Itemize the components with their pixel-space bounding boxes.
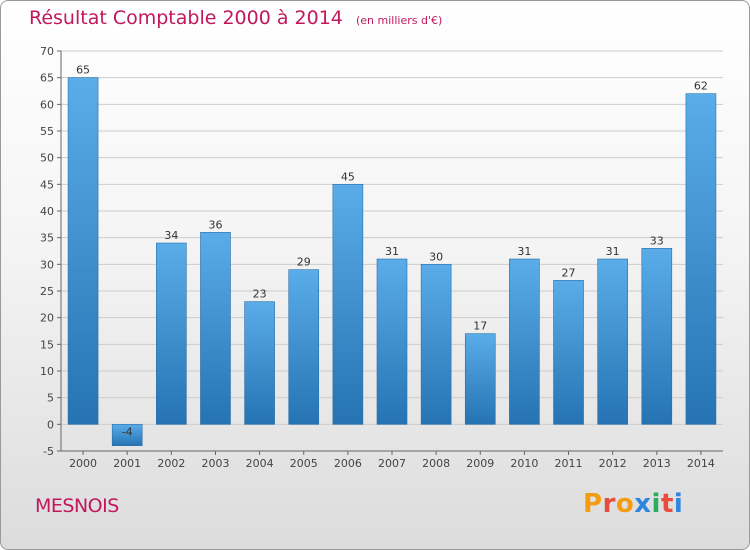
bar-value-label: 62 xyxy=(694,80,708,93)
bar-value-label: 36 xyxy=(208,218,222,231)
bar-value-label: 45 xyxy=(341,170,355,183)
bar xyxy=(641,248,673,425)
commune-name: MESNOIS xyxy=(35,495,119,517)
x-tick-label: 2013 xyxy=(643,457,671,470)
bar xyxy=(464,333,496,425)
bar-value-label: 31 xyxy=(385,245,399,258)
bar-value-label: 27 xyxy=(562,266,576,279)
x-tick-label: 2001 xyxy=(113,457,141,470)
y-tick-label: -5 xyxy=(43,445,54,458)
chart-header: Résultat Comptable 2000 à 2014 (en milli… xyxy=(29,7,442,29)
x-tick-label: 2009 xyxy=(466,457,494,470)
logo-letter: r xyxy=(602,489,616,519)
y-tick-label: 70 xyxy=(40,45,54,58)
x-tick-label: 2006 xyxy=(334,457,362,470)
x-tick-label: 2011 xyxy=(555,457,583,470)
bar xyxy=(200,232,231,425)
y-tick-label: 65 xyxy=(40,72,54,85)
bar xyxy=(67,77,99,425)
y-tick-label: 10 xyxy=(40,365,54,378)
y-tick-label: 25 xyxy=(40,285,54,298)
logo-letter: i xyxy=(673,489,684,519)
logo-letter: x xyxy=(634,489,652,519)
x-tick-label: 2004 xyxy=(246,457,274,470)
logo-letter: P xyxy=(583,489,603,519)
bar xyxy=(288,269,320,425)
bar-value-label: 17 xyxy=(473,320,487,333)
x-tick-label: 2003 xyxy=(201,457,229,470)
y-tick-label: 5 xyxy=(47,392,54,405)
x-tick-label: 2000 xyxy=(69,457,97,470)
chart-unit: (en milliers d'€) xyxy=(355,14,443,27)
y-tick-label: 0 xyxy=(47,418,54,431)
bar xyxy=(420,264,452,425)
proxiti-logo: Proxiti xyxy=(583,489,683,519)
y-tick-label: 30 xyxy=(40,258,54,271)
chart-title: Résultat Comptable 2000 à 2014 xyxy=(29,7,343,29)
x-tick-label: 2002 xyxy=(157,457,185,470)
bar xyxy=(685,93,717,425)
bar-value-label: 31 xyxy=(517,245,531,258)
bar xyxy=(244,301,275,425)
bar-value-label: 65 xyxy=(76,64,90,77)
y-tick-label: 20 xyxy=(40,312,54,325)
logo-letter: o xyxy=(615,489,635,519)
x-tick-label: 2010 xyxy=(510,457,538,470)
y-tick-label: 45 xyxy=(40,178,54,191)
bar-value-label: -4 xyxy=(122,425,133,438)
bar xyxy=(156,242,187,425)
bar-value-label: 23 xyxy=(253,288,267,301)
x-tick-label: 2007 xyxy=(378,457,406,470)
x-tick-label: 2014 xyxy=(687,457,715,470)
y-tick-label: 60 xyxy=(40,98,54,111)
bar xyxy=(376,258,408,425)
x-tick-label: 2008 xyxy=(422,457,450,470)
bar-value-label: 33 xyxy=(650,234,664,247)
bar xyxy=(111,424,143,446)
bar-value-label: 31 xyxy=(606,245,620,258)
bar-value-label: 34 xyxy=(164,229,178,242)
bar-value-label: 30 xyxy=(429,250,443,263)
y-tick-label: 55 xyxy=(40,125,54,138)
bar-value-label: 29 xyxy=(297,256,311,269)
x-tick-label: 2012 xyxy=(599,457,627,470)
logo-letter: t xyxy=(660,489,674,519)
bar xyxy=(509,258,540,425)
y-tick-label: 35 xyxy=(40,232,54,245)
y-tick-label: 15 xyxy=(40,338,54,351)
logo-letter: i xyxy=(651,489,661,519)
y-tick-label: 40 xyxy=(40,205,54,218)
bar xyxy=(597,258,628,425)
bar xyxy=(332,184,364,425)
y-tick-label: 50 xyxy=(40,152,54,165)
bar xyxy=(553,280,584,425)
x-tick-label: 2005 xyxy=(290,457,318,470)
